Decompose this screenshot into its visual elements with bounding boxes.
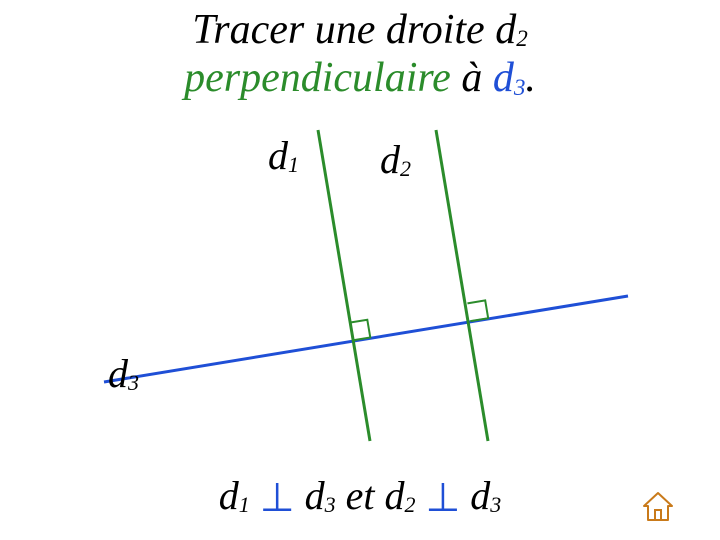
stmt-d3b: d3 xyxy=(470,473,501,518)
stmt-d3a: d3 xyxy=(305,473,336,518)
line-d1 xyxy=(318,130,370,441)
perpendicular-statement: d1 ⊥ d3 et d2 ⊥ d3 xyxy=(0,472,720,521)
perp-icon: ⊥ xyxy=(260,474,295,521)
label-d3: d3 xyxy=(108,350,139,397)
stmt-d1: d1 xyxy=(219,473,250,518)
stmt-et: et xyxy=(346,473,385,518)
line-d2 xyxy=(436,130,488,441)
geometry-slide: Tracer une droite d2 perpendiculaire à d… xyxy=(0,0,720,540)
label-d1: d1 xyxy=(268,132,299,179)
perp-icon: ⊥ xyxy=(425,474,460,521)
diagram-svg xyxy=(0,0,720,540)
right-angle-marker-2 xyxy=(467,300,488,321)
home-icon[interactable] xyxy=(640,488,676,524)
label-d2: d2 xyxy=(380,136,411,183)
stmt-d2: d2 xyxy=(384,473,415,518)
